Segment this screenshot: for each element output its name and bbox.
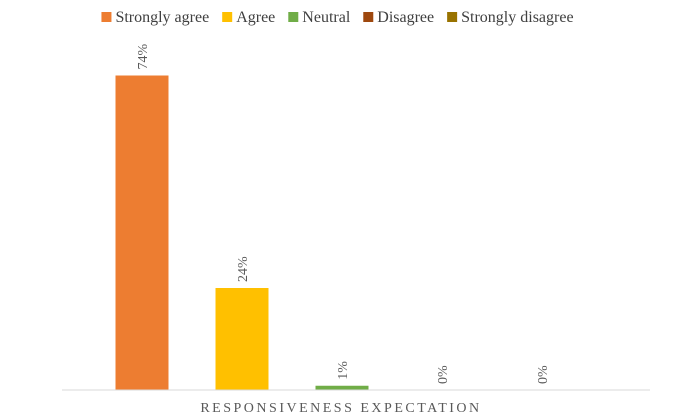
legend-swatch-strongly-disagree bbox=[447, 12, 458, 22]
bar-strongly-agree bbox=[115, 75, 169, 390]
x-axis-title: RESPONSIVENESS EXPECTATION bbox=[200, 401, 481, 412]
chart-legend: Strongly agree Agree Neutral Disagree Strong… bbox=[101, 9, 574, 26]
bar-agree bbox=[215, 288, 269, 390]
data-label-disagree: 0% bbox=[436, 365, 451, 384]
legend-item-agree: Agree bbox=[222, 9, 275, 26]
data-labels: 74% 24% 1% 0% 0% bbox=[136, 44, 551, 385]
legend-item-strongly-disagree: Strongly disagree bbox=[447, 9, 574, 26]
data-label-neutral: 1% bbox=[336, 361, 351, 380]
legend-item-neutral: Neutral bbox=[288, 9, 351, 26]
data-label-strongly-agree: 74% bbox=[136, 44, 151, 70]
legend-label-strongly-agree: Strongly agree bbox=[115, 9, 209, 26]
legend-swatch-agree bbox=[222, 12, 233, 22]
legend-swatch-strongly-agree bbox=[101, 12, 112, 22]
legend-swatch-disagree bbox=[363, 12, 374, 22]
bar-neutral bbox=[315, 385, 369, 390]
legend-swatch-neutral bbox=[288, 12, 299, 22]
legend-label-agree: Agree bbox=[236, 9, 275, 26]
data-label-agree: 24% bbox=[236, 256, 251, 282]
legend-item-disagree: Disagree bbox=[363, 9, 434, 26]
legend-item-strongly-agree: Strongly agree bbox=[101, 9, 209, 26]
data-label-strongly-disagree: 0% bbox=[536, 365, 551, 384]
legend-label-neutral: Neutral bbox=[302, 9, 351, 26]
legend-label-strongly-disagree: Strongly disagree bbox=[461, 9, 573, 26]
legend-label-disagree: Disagree bbox=[377, 9, 434, 26]
bar-series bbox=[115, 75, 369, 390]
